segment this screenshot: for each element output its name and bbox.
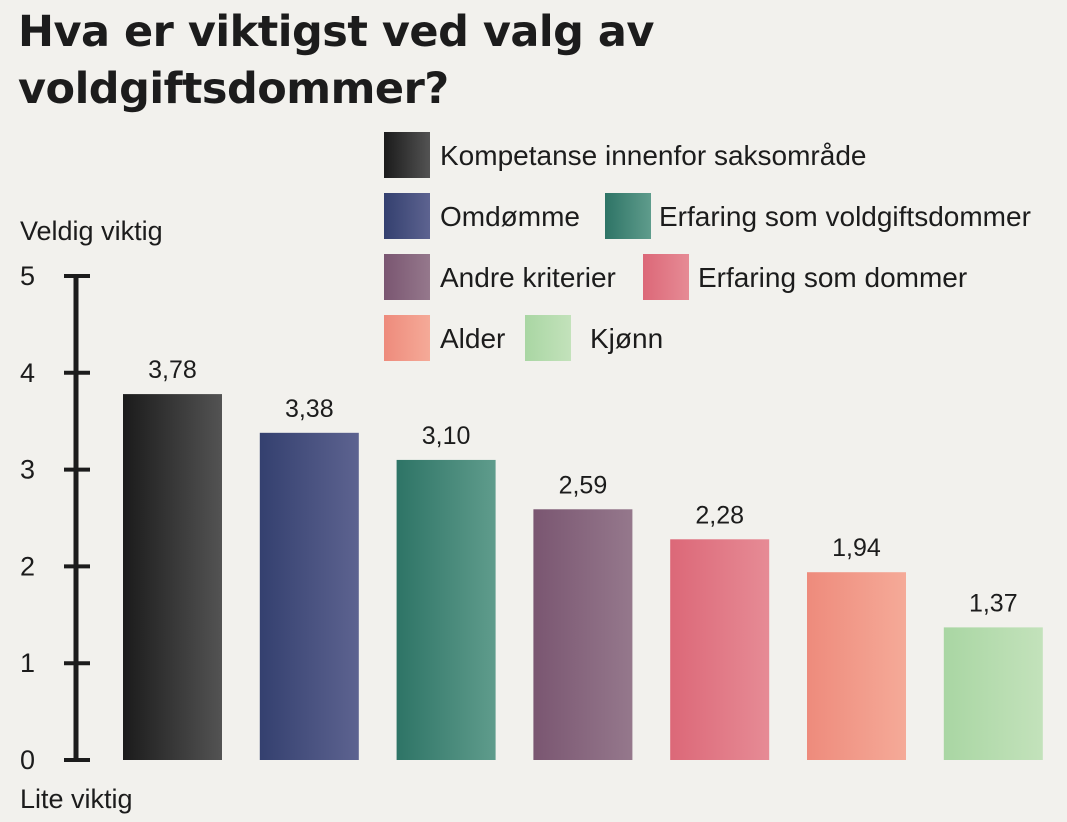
bar-value-label: 1,37	[969, 589, 1018, 617]
bar	[533, 509, 633, 760]
legend-label: Kompetanse innenfor saksområde	[440, 140, 866, 171]
legend-swatch	[605, 193, 651, 239]
legend-label: Erfaring som voldgiftsdommer	[659, 201, 1031, 232]
bar	[943, 627, 1043, 760]
legend-swatch	[643, 254, 689, 300]
bars: 3,78 3,38 3,10 2,59 2,28 1,94 1,37	[123, 356, 1043, 760]
y-axis-ticks: 0 1 2 3 4 5	[20, 261, 90, 775]
legend-label: Omdømme	[440, 201, 580, 232]
bar-value-label: 2,59	[559, 471, 608, 499]
legend-swatch	[384, 315, 430, 361]
bar-value-label: 3,38	[285, 395, 334, 423]
legend-swatch	[384, 132, 430, 178]
chart-title: Hva er viktigst ved valg av voldgiftsdom…	[18, 7, 654, 114]
bar	[807, 572, 906, 760]
bar	[123, 394, 222, 760]
bar-value-label: 3,78	[148, 356, 197, 384]
legend: Kompetanse innenfor saksområde Omdømme Erf…	[384, 132, 1031, 361]
bar	[670, 539, 770, 760]
legend-label: Alder	[440, 323, 505, 354]
y-axis-top-label: Veldig viktig	[20, 216, 163, 246]
bar	[259, 432, 359, 760]
y-tick-label: 4	[20, 358, 35, 388]
legend-label: Erfaring som dommer	[698, 262, 967, 293]
y-tick-label: 1	[20, 648, 35, 678]
y-tick-label: 0	[20, 745, 35, 775]
bar-value-label: 1,94	[832, 534, 881, 562]
legend-label: Kjønn	[590, 323, 663, 354]
legend-swatch	[384, 193, 430, 239]
y-tick-label: 5	[20, 261, 35, 291]
bar-value-label: 2,28	[695, 501, 744, 529]
legend-swatch	[525, 315, 571, 361]
y-tick-label: 2	[20, 551, 35, 581]
y-axis-bottom-label: Lite viktig	[20, 784, 133, 814]
y-tick-label: 3	[20, 455, 35, 485]
legend-swatch	[384, 254, 430, 300]
bar-value-label: 3,10	[422, 422, 471, 450]
bar	[396, 459, 496, 760]
legend-label: Andre kriterier	[440, 262, 616, 293]
